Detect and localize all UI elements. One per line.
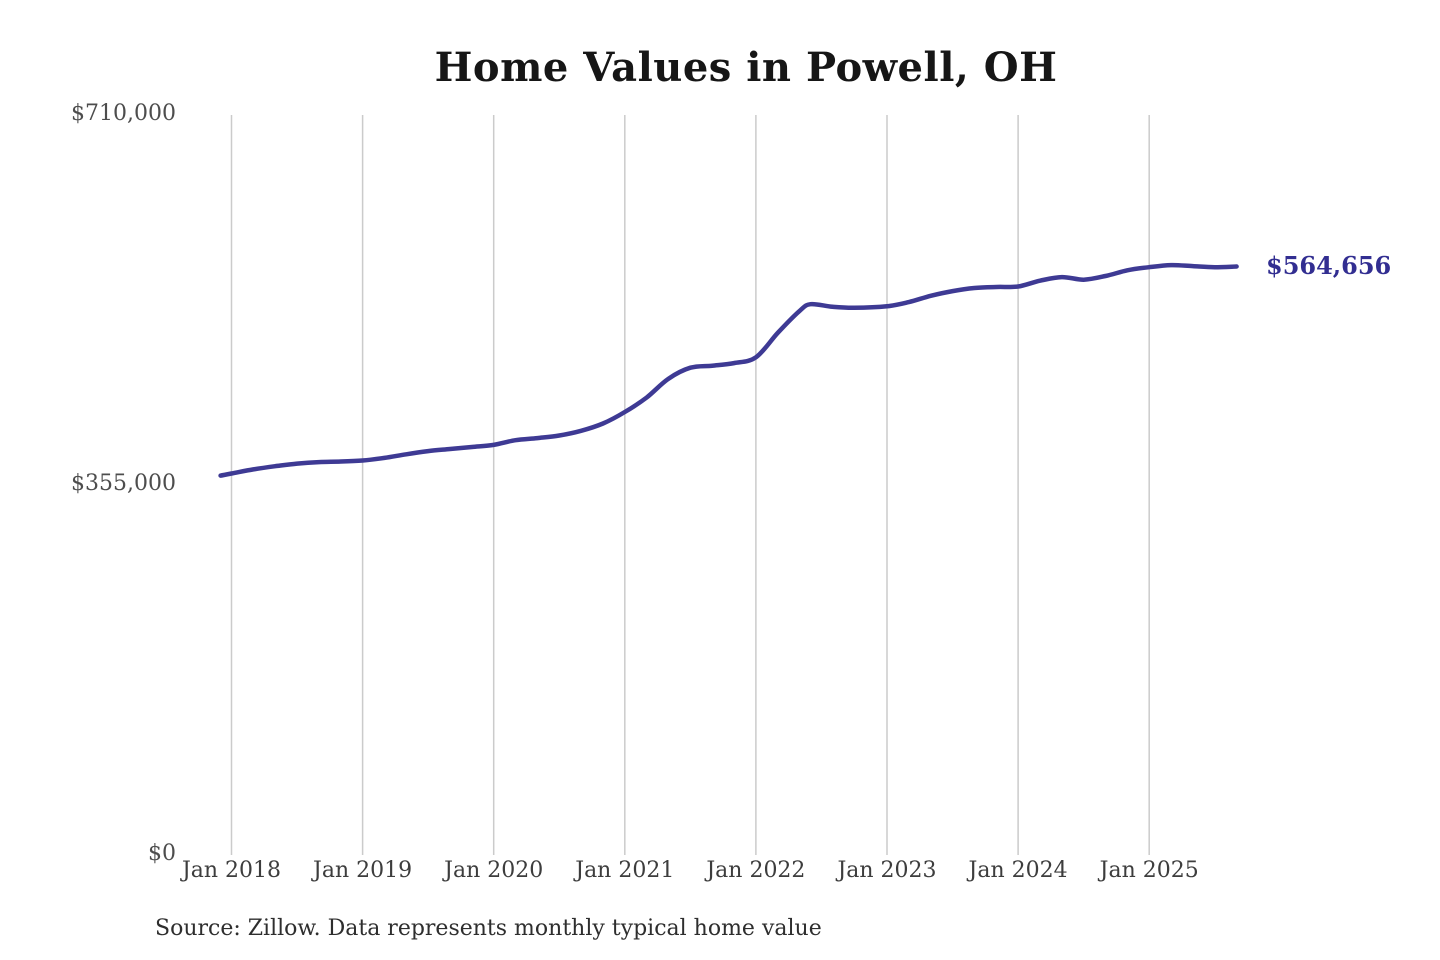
x-tick-label: Jan 2019 <box>313 858 413 883</box>
home-value-line-series <box>218 262 1239 478</box>
y-tick-label: $0 <box>148 841 176 866</box>
x-tick-label: Jan 2025 <box>1099 858 1199 883</box>
x-tick-label: Jan 2021 <box>575 858 675 883</box>
chart-title: Home Values in Powell, OH <box>434 44 1058 91</box>
x-tick-label: Jan 2024 <box>968 858 1068 883</box>
y-tick-label: $710,000 <box>71 101 176 126</box>
x-tick-label: Jan 2023 <box>837 858 937 883</box>
source-attribution: Source: Zillow. Data represents monthly … <box>155 916 822 941</box>
y-tick-label: $355,000 <box>71 471 176 496</box>
x-tick-label: Jan 2018 <box>181 858 282 883</box>
x-tick-label: Jan 2022 <box>706 858 806 883</box>
x-tick-label: Jan 2020 <box>444 858 544 883</box>
vertical-gridlines <box>230 115 1150 855</box>
latest-value-label: $564,656 <box>1266 251 1392 281</box>
